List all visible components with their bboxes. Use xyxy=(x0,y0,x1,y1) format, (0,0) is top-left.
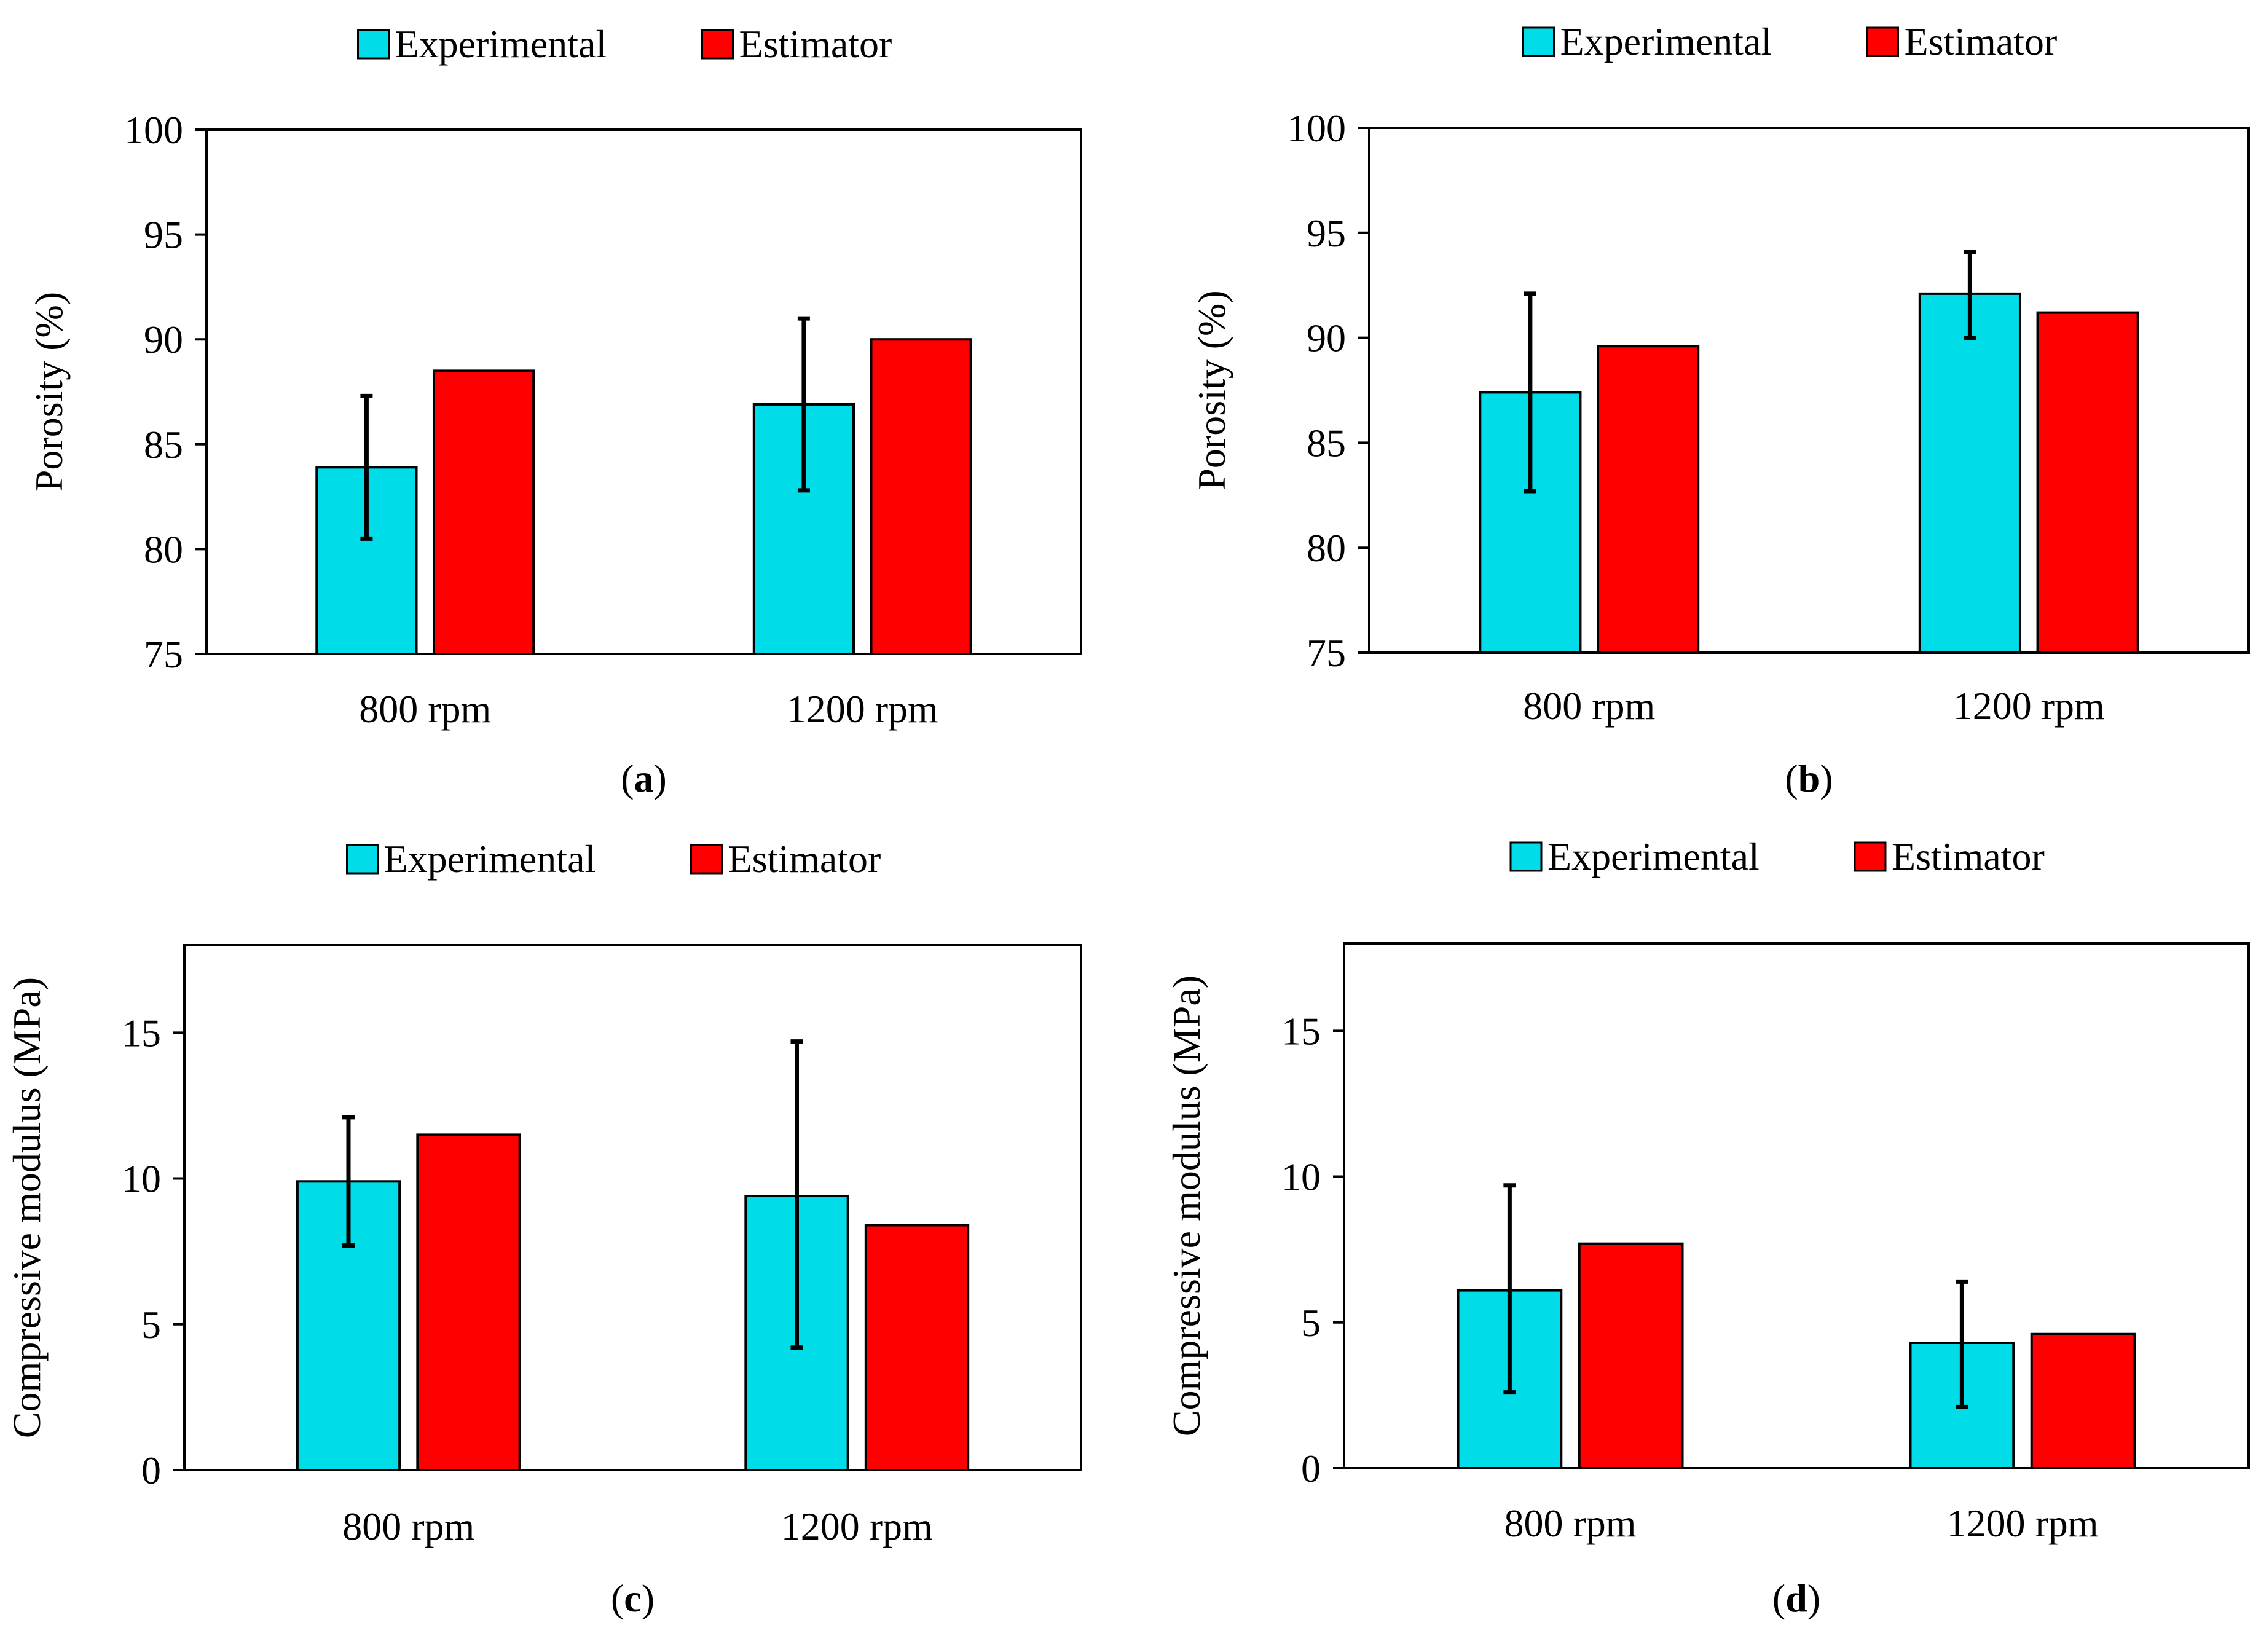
y-tick-label: 15 xyxy=(1281,1009,1321,1053)
x-tick-label: 800 rpm xyxy=(359,687,491,731)
bar-estimator-1200-rpm xyxy=(2030,1332,2136,1470)
y-tick-label: 95 xyxy=(1307,211,1346,255)
legend-label-experimental: Experimental xyxy=(395,22,607,66)
y-tick-label: 15 xyxy=(122,1011,161,1055)
chart-panel-a: 75 80 85 90 95 100 Porosity (%) 800 rpm 1200 rpm… xyxy=(27,22,1082,800)
bar-estimator-800-rpm xyxy=(1597,345,1700,654)
panel-caption: (c) xyxy=(611,1576,655,1620)
error-bar xyxy=(1956,1279,1968,1409)
error-bar xyxy=(1524,291,1536,494)
bar-estimator-800-rpm xyxy=(432,369,535,655)
legend: Experimental Estimator xyxy=(1509,835,2045,878)
y-tick-label: 95 xyxy=(144,213,183,257)
plot-frame xyxy=(183,944,1082,1471)
legend-swatch-experimental xyxy=(357,29,390,60)
legend-label-experimental: Experimental xyxy=(1560,20,1772,63)
y-tick-label: 75 xyxy=(144,632,183,676)
y-tick-label: 90 xyxy=(144,318,183,361)
x-tick-label: 1200 rpm xyxy=(781,1504,933,1548)
legend-swatch-experimental xyxy=(1509,841,1543,872)
bar-estimator-1200-rpm xyxy=(2036,311,2139,655)
x-tick-label: 1200 rpm xyxy=(1946,1501,2098,1545)
chart-panel-b: 75 80 85 90 95 100 Porosity (%) 800 rpm 1200 rpm… xyxy=(1190,20,2250,800)
y-tick-label: 80 xyxy=(144,527,183,571)
y-tick-label: 75 xyxy=(1307,631,1346,675)
y-axis-label: Porosity (%) xyxy=(27,292,71,492)
legend-label-estimator: Estimator xyxy=(728,837,881,881)
chart-panel-d: 0 5 10 15 Compressive modulus (MPa) 800 rpm 12… xyxy=(1165,835,2250,1620)
legend-swatch-estimator xyxy=(1866,26,1899,57)
error-bar xyxy=(1503,1183,1516,1395)
legend-label-estimator: Estimator xyxy=(1905,20,2058,63)
y-tick-label: 0 xyxy=(141,1449,161,1492)
y-tick-label: 10 xyxy=(122,1157,161,1201)
chart-panel-c: 0 5 10 15 Compressive modulus (MPa) 800 rpm 12… xyxy=(5,837,1082,1620)
legend-swatch-experimental xyxy=(1522,26,1555,57)
x-tick-label: 1200 rpm xyxy=(1953,684,2105,728)
y-tick-label: 80 xyxy=(1307,526,1346,570)
error-bar xyxy=(1964,250,1976,340)
error-bar xyxy=(797,316,810,493)
legend: Experimental Estimator xyxy=(357,22,892,66)
legend-swatch-estimator xyxy=(1854,841,1887,872)
legend-swatch-estimator xyxy=(690,844,723,875)
y-tick-label: 85 xyxy=(144,423,183,466)
legend-label-experimental: Experimental xyxy=(1547,835,1760,878)
y-tick-label: 5 xyxy=(141,1303,161,1347)
panel-caption: (d) xyxy=(1772,1576,1820,1620)
legend-label-experimental: Experimental xyxy=(384,837,596,881)
y-tick-label: 85 xyxy=(1307,421,1346,465)
bar-estimator-1200-rpm xyxy=(864,1224,970,1471)
legend-swatch-estimator xyxy=(701,29,734,60)
y-axis-label: Compressive modulus (MPa) xyxy=(5,977,49,1438)
legend-label-estimator: Estimator xyxy=(739,22,892,66)
plot-frame xyxy=(205,128,1082,655)
bar-experimental-1200-rpm xyxy=(1918,292,2021,654)
y-axis-label: Porosity (%) xyxy=(1190,290,1233,490)
plot-frame xyxy=(1368,127,2250,654)
y-tick-label: 100 xyxy=(124,108,183,152)
bar-estimator-800-rpm xyxy=(1578,1242,1684,1469)
legend: Experimental Estimator xyxy=(346,837,881,881)
y-tick-label: 10 xyxy=(1281,1155,1321,1199)
y-tick-label: 5 xyxy=(1301,1301,1321,1345)
legend-swatch-experimental xyxy=(346,844,379,875)
y-tick-label: 0 xyxy=(1301,1447,1321,1490)
bar-estimator-1200-rpm xyxy=(870,338,972,655)
x-tick-label: 800 rpm xyxy=(1504,1501,1636,1545)
error-bar xyxy=(360,393,373,541)
legend: Experimental Estimator xyxy=(1522,20,2058,63)
panel-caption: (b) xyxy=(1785,757,1833,800)
y-tick-label: 100 xyxy=(1287,106,1346,150)
plot-frame xyxy=(1343,942,2250,1469)
error-bar xyxy=(342,1115,355,1248)
error-bar xyxy=(790,1039,803,1350)
y-tick-label: 90 xyxy=(1307,317,1346,360)
bar-estimator-800-rpm xyxy=(416,1133,521,1471)
x-tick-label: 800 rpm xyxy=(342,1504,474,1548)
x-tick-label: 1200 rpm xyxy=(787,687,938,731)
x-tick-label: 800 rpm xyxy=(1523,684,1655,728)
y-axis-label: Compressive modulus (MPa) xyxy=(1165,975,1208,1436)
legend-label-estimator: Estimator xyxy=(1892,835,2045,878)
panel-caption: (a) xyxy=(621,757,667,800)
